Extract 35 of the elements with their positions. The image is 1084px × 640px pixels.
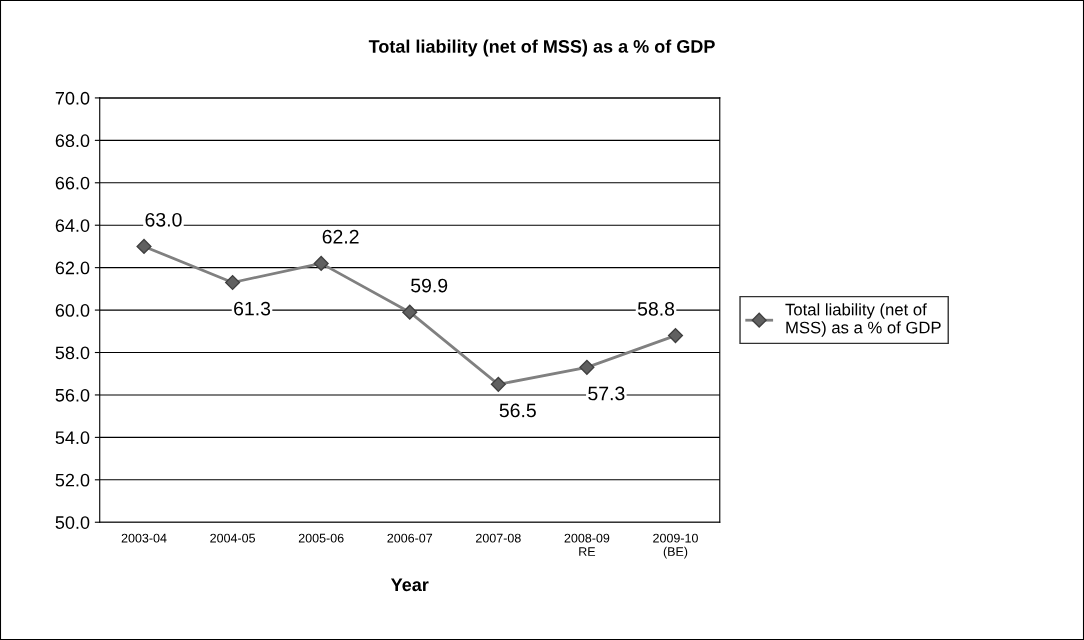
x-tick-label: 2005-06 [298,533,344,543]
data-label: 56.5 [499,403,536,418]
data-label: 59.9 [411,278,448,293]
legend-label: Total liability (net of MSS) as a % of GDP [785,303,941,337]
y-tick-label: 66.0 [55,176,90,190]
point [136,238,152,255]
y-tick-label: 52.0 [55,473,90,487]
x-tick-label: 2006-07 [387,533,433,543]
point [313,255,329,271]
point [667,327,684,344]
x-tick-label: 2004-05 [210,533,256,543]
y-tick-label: 64.0 [55,219,90,232]
x-tick-label: 2003-04 [121,533,167,543]
y-tick-label: 62.0 [55,261,90,275]
data-label: 62.2 [322,229,359,244]
x-tick-label: 2008-09 RE [564,533,610,556]
y-tick-label: 56.0 [55,388,90,402]
point [490,376,506,392]
chart-title: Total liability (net of MSS) as a % of GDP [368,39,715,57]
x-axis-title: Year [390,578,429,592]
point [579,359,595,375]
x-tick-label: 2007-08 [476,533,521,543]
x-tick-label: 2009-10 (BE) [653,533,698,559]
data-label: 58.8 [637,301,675,316]
y-tick-label: 58.0 [55,346,90,360]
y-tick-label: 70.0 [55,91,90,105]
data-label: 57.3 [588,386,625,401]
point [402,304,418,320]
data-label: 61.3 [234,301,271,316]
data-label: 63.0 [145,212,182,227]
y-tick-label: 54.0 [55,431,90,445]
point [225,274,241,291]
y-tick-label: 68.0 [55,134,90,148]
y-tick-label: 50.0 [55,516,90,529]
y-tick-label: 60.0 [55,304,90,317]
